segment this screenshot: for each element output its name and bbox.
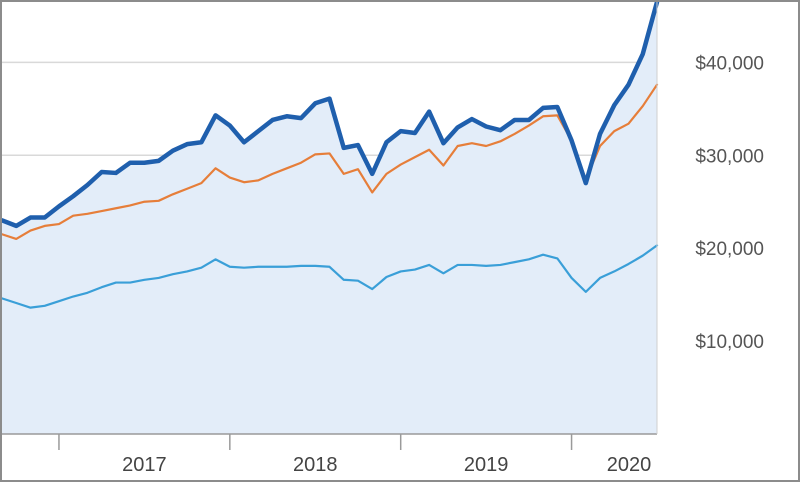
x-axis xyxy=(2,2,658,450)
area-fills xyxy=(2,2,657,434)
y-tick-label-1: $20,000 xyxy=(695,239,764,260)
series-0-area xyxy=(2,2,657,434)
x-tick-label-0: 2017 xyxy=(122,454,167,476)
x-axis-tick-labels: 2017 2018 2019 2020 xyxy=(122,454,651,476)
y-axis-tick-labels: $10,000 $20,000 $30,000 $40,000 xyxy=(695,53,764,353)
series-lines xyxy=(2,2,660,309)
y-tick-label-0: $10,000 xyxy=(695,332,764,353)
y-tick-label-3: $40,000 xyxy=(695,53,764,74)
x-tick-label-1: 2018 xyxy=(293,454,338,476)
y-tick-label-2: $30,000 xyxy=(695,146,764,167)
x-tick-label-3: 2020 xyxy=(607,454,652,476)
series-1-line xyxy=(2,83,659,241)
series-2-line xyxy=(2,244,659,309)
x-tick-label-2: 2019 xyxy=(464,454,509,476)
series-0-line xyxy=(2,2,660,229)
